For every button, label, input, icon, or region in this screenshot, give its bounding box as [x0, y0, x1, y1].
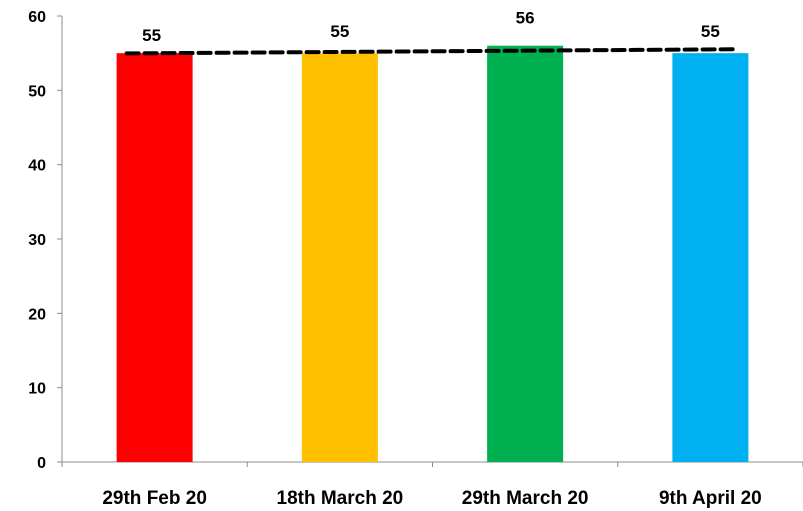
bar: [116, 53, 193, 463]
y-tick-label: 20: [28, 306, 46, 323]
y-tick-label: 10: [28, 381, 46, 398]
bar: [672, 53, 749, 463]
y-axis: 0 10 20 30 40 50 60: [28, 9, 63, 472]
bar: [487, 45, 564, 462]
bars: [116, 45, 749, 463]
y-tick-label: 0: [37, 455, 46, 472]
data-label: 56: [516, 9, 535, 28]
y-tick-label: 40: [28, 158, 46, 175]
x-category-label: 9th April 20: [659, 488, 762, 509]
x-axis: 29th Feb 20 18th March 20 29th March 20 9th…: [61, 461, 803, 509]
x-category-label: 29th Feb 20: [102, 488, 207, 509]
bar: [301, 53, 378, 463]
trendline: [124, 47, 741, 56]
y-tick-label: 30: [28, 232, 46, 249]
y-tick-label: 60: [28, 9, 46, 26]
x-category-label: 18th March 20: [277, 488, 404, 509]
data-labels: 55 55 56 55: [142, 9, 720, 45]
data-label: 55: [142, 26, 161, 45]
data-label: 55: [330, 22, 349, 41]
y-tick-label: 50: [28, 83, 46, 100]
x-category-label: 29th March 20: [462, 488, 589, 509]
trendline-path: [124, 47, 741, 56]
data-label: 55: [701, 22, 720, 41]
